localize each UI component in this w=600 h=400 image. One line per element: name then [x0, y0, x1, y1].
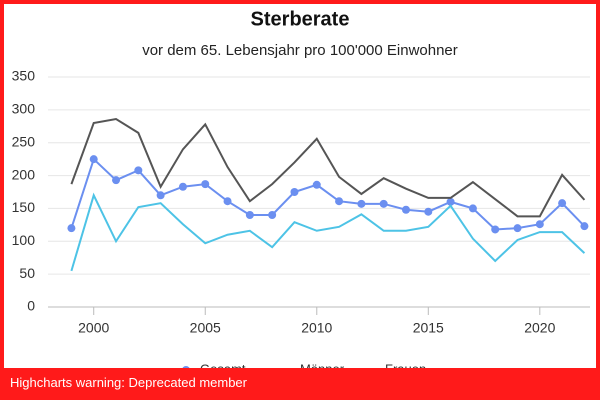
marker [156, 191, 165, 200]
y-tick-label: 100 [12, 232, 36, 248]
marker [112, 176, 121, 185]
marker [401, 205, 410, 214]
x-tick-label: 2005 [190, 320, 221, 336]
marker [513, 224, 522, 233]
marker [245, 211, 254, 219]
marker [468, 204, 477, 213]
y-tick-label: 350 [12, 68, 36, 84]
marker [379, 199, 388, 208]
marker [178, 182, 187, 191]
y-tick-label: 150 [12, 199, 36, 215]
chart-title: Sterberate [251, 8, 350, 30]
series-line [70, 118, 586, 218]
marker [89, 155, 98, 164]
y-tick-label: 50 [19, 265, 35, 281]
marker [134, 166, 143, 175]
marker [491, 225, 500, 234]
series-line [70, 157, 586, 231]
x-tick-label: 2000 [78, 320, 109, 336]
marker [67, 224, 76, 233]
x-tick-label: 2020 [524, 320, 555, 336]
marker [290, 188, 299, 196]
y-tick-label: 0 [27, 298, 35, 314]
marker [223, 197, 232, 206]
series-line [70, 192, 586, 272]
marker [535, 220, 544, 229]
marker [580, 222, 589, 231]
x-tick-label: 2010 [301, 320, 332, 336]
marker [335, 197, 344, 206]
warning-bar: Highcharts warning: Deprecated member [4, 368, 596, 398]
marker [357, 199, 366, 208]
y-tick-label: 200 [12, 166, 36, 182]
x-tick-label: 2015 [413, 320, 444, 336]
marker [558, 199, 567, 208]
y-tick-label: 300 [12, 101, 36, 117]
chart-subtitle: vor dem 65. Lebensjahr pro 100'000 Einwo… [142, 42, 458, 59]
marker [312, 180, 321, 189]
y-tick-label: 250 [12, 133, 36, 149]
marker [446, 197, 455, 206]
marker [201, 180, 210, 189]
marker [268, 211, 277, 219]
marker [424, 207, 433, 216]
